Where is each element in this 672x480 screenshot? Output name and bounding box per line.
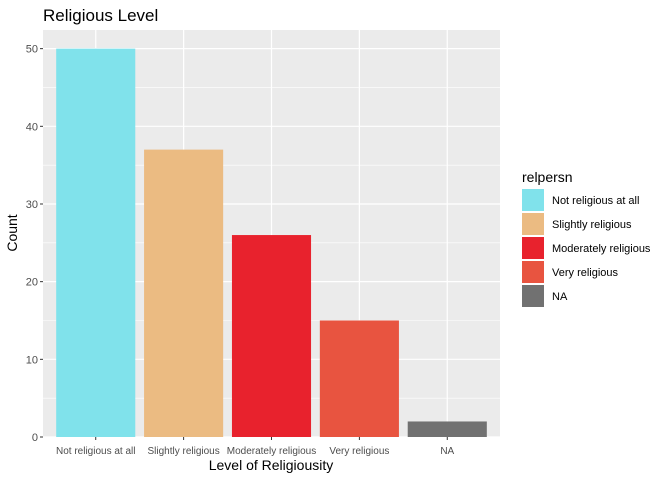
x-tick-label: Moderately religious	[227, 446, 317, 457]
legend-swatch	[522, 237, 544, 259]
legend-label: Moderately religious	[552, 243, 651, 255]
y-axis-title: Count	[4, 214, 20, 251]
y-tick-label: 50	[26, 44, 38, 56]
legend-label: Not religious at all	[552, 195, 639, 207]
legend-swatch	[522, 189, 544, 211]
legend-label: NA	[552, 291, 568, 303]
bar-slightly-religious	[144, 149, 224, 437]
y-tick-label: 0	[32, 432, 38, 444]
legend-label: Slightly religious	[552, 219, 632, 231]
x-tick-label: NA	[440, 446, 454, 457]
x-axis-title: Level of Religiousity	[209, 457, 334, 473]
legend-swatch	[522, 261, 544, 283]
y-tick-label: 10	[26, 354, 38, 366]
bar-na	[407, 421, 487, 437]
y-tick-label: 40	[26, 121, 38, 133]
y-tick-label: 20	[26, 277, 38, 289]
legend-swatch	[522, 285, 544, 307]
legend-items: Not religious at all Slightly religious Mo…	[522, 189, 651, 307]
x-axis: Not religious at all Slightly religious Mo…	[56, 437, 455, 457]
legend-swatch	[522, 213, 544, 235]
x-tick-label: Not religious at all	[56, 446, 135, 457]
chart-title: Religious Level	[43, 6, 158, 25]
bar-moderately-religious	[231, 235, 312, 437]
legend-title: relpersn	[522, 169, 573, 185]
bars-group	[56, 48, 487, 437]
y-axis: 0 10 20 30 40 50	[26, 44, 43, 444]
x-tick-label: Slightly religious	[147, 446, 219, 457]
bar-very-religious	[319, 320, 399, 437]
bar-not-religious-at-all	[56, 48, 136, 437]
legend-label: Very religious	[552, 267, 619, 279]
legend: relpersn Not religious at all Slightly re…	[522, 169, 651, 307]
x-tick-label: Very religious	[329, 446, 389, 457]
y-tick-label: 30	[26, 199, 38, 211]
